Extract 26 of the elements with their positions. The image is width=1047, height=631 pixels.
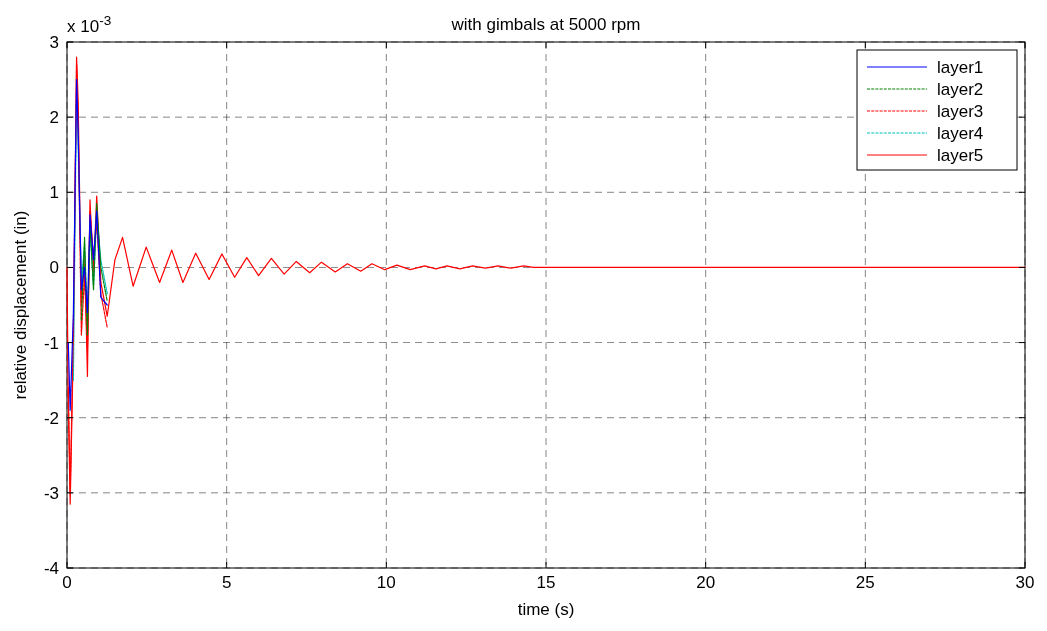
legend-label: layer4 [937, 124, 984, 143]
legend-label: layer3 [937, 102, 984, 121]
chart-title: with gimbals at 5000 rpm [450, 15, 641, 34]
y-tick-label: 1 [49, 183, 59, 203]
x-tick-label: 30 [1015, 573, 1035, 592]
x-tick-label: 25 [855, 573, 875, 592]
x-tick-label: 15 [536, 573, 556, 592]
y-tick-label: -1 [43, 333, 59, 353]
y-tick-label: 0 [49, 258, 59, 278]
x-tick-label: 0 [62, 573, 72, 592]
text: x 10$^{-3}$ [67, 12, 112, 36]
y-tick-label: 2 [49, 108, 59, 128]
y-tick-label: -2 [43, 408, 59, 428]
y-tick-label: -3 [43, 483, 59, 503]
legend-label: layer2 [937, 80, 984, 99]
legend-label: layer5 [937, 146, 984, 165]
x-tick-label: 10 [376, 573, 396, 592]
x-axis-title: time (s) [517, 600, 575, 619]
line-series [67, 78, 108, 411]
y-tick-label: -4 [43, 559, 59, 578]
y-tick-label: 3 [49, 33, 59, 52]
x-tick-label: 5 [221, 573, 232, 592]
x-tick-label: 20 [696, 573, 716, 592]
line-series [80, 202, 108, 336]
y-axis-title: relative displacement (in) [11, 210, 30, 400]
legend-label: layer1 [937, 58, 984, 77]
